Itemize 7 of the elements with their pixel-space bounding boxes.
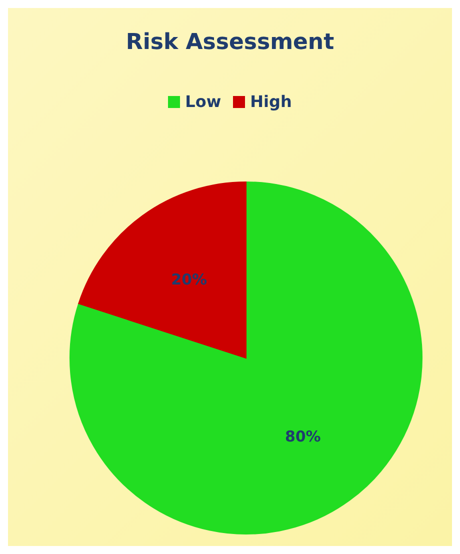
chart-title: Risk Assessment <box>124 30 336 55</box>
legend-label: High <box>249 92 292 111</box>
data-label: 20% <box>171 270 208 289</box>
data-label: 80% <box>284 427 321 446</box>
pie-slice <box>78 182 246 358</box>
legend-label: Low <box>184 92 222 111</box>
pie-slice <box>70 182 422 534</box>
